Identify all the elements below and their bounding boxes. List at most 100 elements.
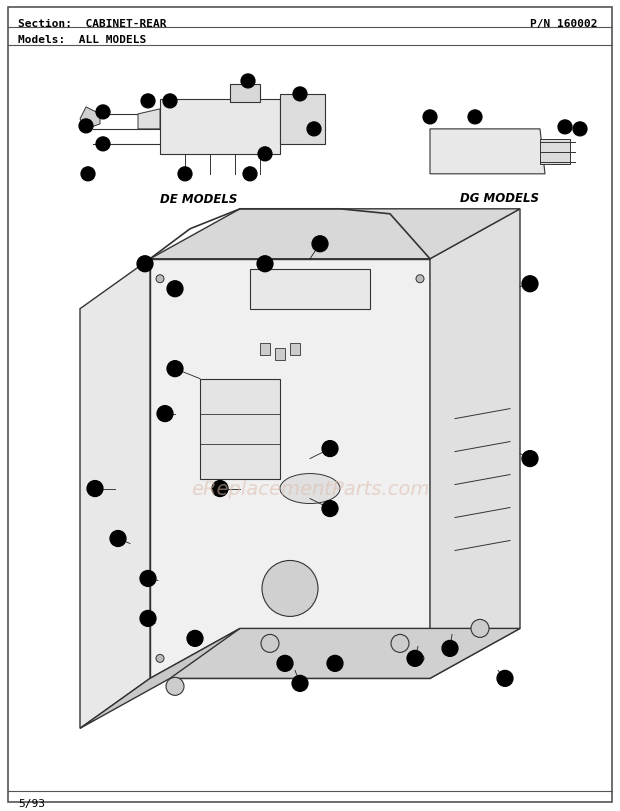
Circle shape [307,122,321,137]
Circle shape [166,677,184,696]
Circle shape [96,105,110,120]
Text: 19: 19 [112,534,125,543]
Text: 4: 4 [167,97,173,106]
Text: eReplacementParts.com: eReplacementParts.com [191,479,429,499]
Polygon shape [80,260,150,728]
Polygon shape [138,109,160,130]
Circle shape [241,75,255,89]
Text: 17: 17 [214,484,226,493]
Text: 9: 9 [247,170,253,179]
Circle shape [497,671,513,686]
Text: Section:  CABINET-REAR: Section: CABINET-REAR [18,19,167,29]
Text: 10: 10 [82,170,94,179]
Circle shape [81,168,95,182]
Circle shape [187,631,203,646]
Circle shape [167,361,183,377]
Text: 14: 14 [259,260,272,269]
Circle shape [261,635,279,653]
Polygon shape [150,260,430,679]
Text: 7: 7 [311,125,317,134]
Text: P/N 160002: P/N 160002 [530,19,598,29]
Text: 2: 2 [502,674,508,683]
Circle shape [558,121,572,135]
Circle shape [156,654,164,663]
Bar [275,348,285,360]
Circle shape [140,611,156,627]
Circle shape [257,256,273,272]
Bar [85,79,345,209]
Bar [290,343,300,355]
Circle shape [79,120,93,134]
Circle shape [322,501,338,517]
Text: 9: 9 [327,444,333,453]
Circle shape [110,531,126,547]
Bar [260,343,270,355]
Text: 8: 8 [262,150,268,159]
Circle shape [322,441,338,457]
Circle shape [416,654,424,663]
Bar [230,85,260,103]
Circle shape [178,168,192,182]
Text: 28: 28 [524,454,536,464]
Text: 29: 29 [524,280,536,289]
Text: 3: 3 [145,97,151,106]
Circle shape [141,95,155,109]
Text: 13: 13 [314,240,326,249]
Bar [250,269,370,309]
Bar [540,139,570,165]
Text: 26: 26 [409,654,421,663]
Polygon shape [150,209,520,260]
Circle shape [522,451,538,467]
Circle shape [243,168,257,182]
Polygon shape [80,108,100,130]
Polygon shape [430,209,520,679]
Text: 2: 2 [100,108,106,118]
Text: 21: 21 [142,614,154,623]
Text: 5/93: 5/93 [18,798,45,809]
Bar [280,95,325,144]
Ellipse shape [280,474,340,504]
Text: 25: 25 [329,659,341,668]
Circle shape [163,95,177,109]
Text: 22: 22 [188,634,202,643]
Text: 1: 1 [83,122,89,131]
Circle shape [262,560,318,616]
Circle shape [471,620,489,637]
Circle shape [416,276,424,283]
Circle shape [292,676,308,692]
Circle shape [407,650,423,667]
Text: 9: 9 [327,504,333,513]
Text: 2: 2 [182,170,188,179]
Circle shape [167,281,183,298]
Text: 2: 2 [142,260,148,269]
Text: 20: 20 [142,574,154,583]
Text: 11: 11 [423,114,436,122]
Circle shape [277,655,293,672]
Text: DG MODELS: DG MODELS [460,191,539,204]
Circle shape [573,122,587,137]
Circle shape [468,111,482,125]
Text: 6: 6 [297,90,303,99]
Circle shape [96,138,110,152]
Circle shape [87,481,103,497]
Text: 23: 23 [279,659,291,668]
Bar [200,380,280,479]
Polygon shape [430,130,545,174]
Circle shape [423,111,437,125]
Circle shape [140,571,156,586]
Text: 5: 5 [245,77,251,86]
Text: 24: 24 [294,679,306,688]
Circle shape [522,277,538,292]
Circle shape [156,276,164,283]
Polygon shape [160,100,280,155]
Circle shape [212,481,228,497]
Circle shape [157,406,173,422]
Circle shape [391,635,409,653]
Circle shape [258,148,272,161]
Circle shape [293,88,307,101]
Polygon shape [150,629,520,679]
Text: 9: 9 [162,410,168,418]
Circle shape [327,655,343,672]
Text: 18: 18 [89,484,101,493]
Circle shape [312,237,328,252]
